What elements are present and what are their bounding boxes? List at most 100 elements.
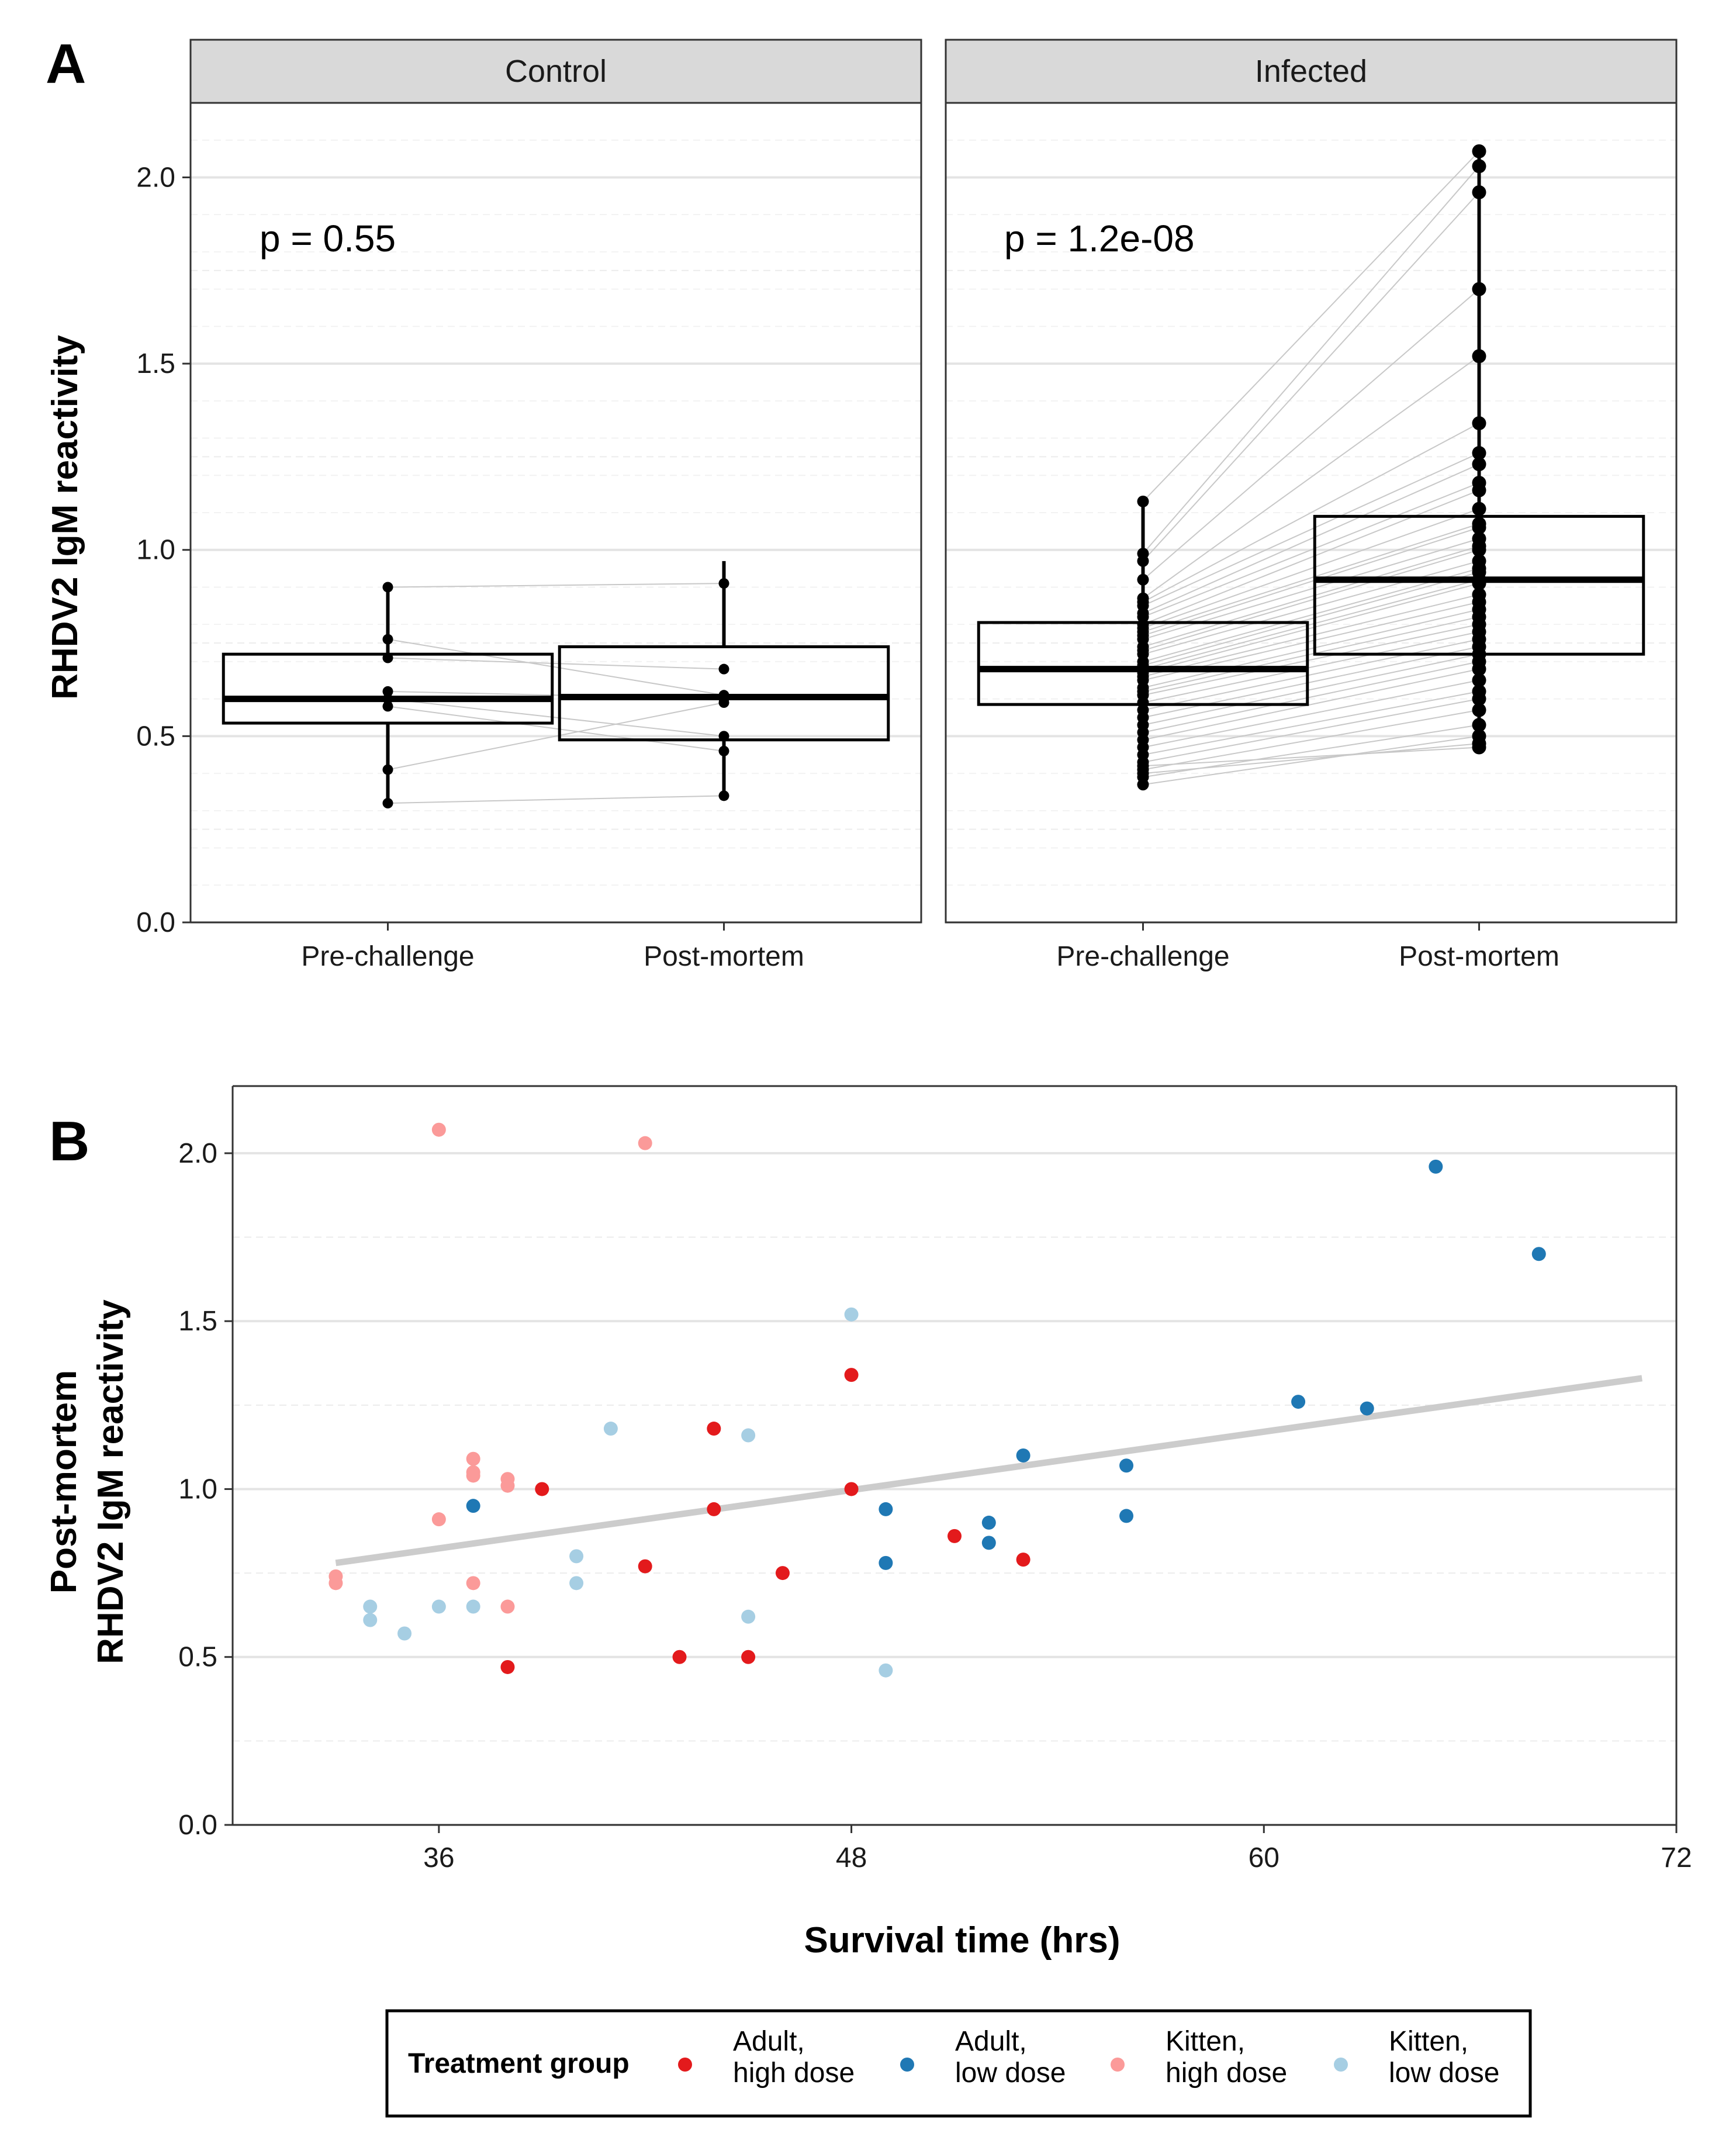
y-tick-label: 0.5 xyxy=(178,1642,217,1673)
data-point-post xyxy=(1472,576,1486,591)
data-point-pre xyxy=(1137,760,1149,772)
y-tick-label: 1.5 xyxy=(178,1306,217,1337)
legend-title: Treatment group xyxy=(408,2048,630,2079)
scatter-background xyxy=(233,1086,1676,1825)
legend-adult-low-dose-label-2: low dose xyxy=(955,2058,1066,2089)
point-kitten-high-dose xyxy=(500,1599,515,1614)
paired-line xyxy=(1143,549,1479,651)
legend-adult-high-dose-key xyxy=(678,2058,692,2072)
legend-adult-low-dose-label-1: Adult, xyxy=(955,2026,1027,2057)
paired-line xyxy=(1143,709,1479,770)
paired-line xyxy=(1143,631,1479,703)
y-tick-label: 1.0 xyxy=(136,535,175,566)
point-kitten-low-dose xyxy=(363,1599,378,1614)
data-point-pre xyxy=(382,701,393,712)
paired-line xyxy=(1143,508,1479,629)
point-adult-low-dose xyxy=(1119,1509,1134,1523)
data-point-post xyxy=(1472,673,1486,687)
facet-control-border xyxy=(189,102,922,924)
paired-line xyxy=(1143,624,1479,696)
data-point-post xyxy=(718,745,729,756)
paired-line xyxy=(1143,527,1479,637)
point-kitten-low-dose xyxy=(844,1307,859,1322)
point-adult-low-dose xyxy=(1531,1247,1546,1261)
paired-line xyxy=(1143,452,1479,607)
data-point-post xyxy=(1472,159,1486,174)
point-kitten-low-dose xyxy=(466,1599,480,1614)
point-adult-low-dose xyxy=(1119,1458,1134,1473)
point-adult-low-dose xyxy=(981,1536,996,1550)
data-point-pre xyxy=(382,582,393,593)
legend: Treatment group Adult,high doseAdult,low… xyxy=(385,2009,1532,2118)
data-point-pre xyxy=(382,798,393,809)
point-kitten-low-dose xyxy=(879,1663,893,1678)
facet-control-p-value: p = 0.55 xyxy=(260,217,396,260)
point-kitten-low-dose xyxy=(741,1609,756,1624)
paired-line xyxy=(1143,743,1479,775)
point-kitten-low-dose xyxy=(431,1599,446,1614)
data-point-post xyxy=(1472,144,1486,158)
facet-infected-border xyxy=(945,102,1678,924)
x-tick-label: 72 xyxy=(1661,1842,1692,1873)
paired-line xyxy=(1143,690,1479,756)
data-point-post xyxy=(1472,740,1486,755)
point-kitten-low-dose xyxy=(397,1626,412,1641)
legend-kitten-high-dose-label-2: high dose xyxy=(1166,2058,1287,2089)
point-kitten-low-dose xyxy=(741,1428,756,1443)
data-point-pre xyxy=(1137,495,1149,507)
paired-line xyxy=(1142,192,1480,562)
point-adult-high-dose xyxy=(535,1482,549,1496)
point-adult-high-dose xyxy=(707,1502,721,1516)
paired-line xyxy=(1143,579,1479,670)
point-adult-high-dose xyxy=(844,1482,859,1496)
paired-line xyxy=(1142,165,1480,554)
paired-line xyxy=(1143,661,1479,733)
point-kitten-high-dose xyxy=(466,1451,480,1466)
data-point-pre xyxy=(382,693,393,704)
point-adult-high-dose xyxy=(775,1566,790,1581)
paired-line xyxy=(388,583,724,588)
paired-line xyxy=(1142,288,1480,580)
point-kitten-high-dose xyxy=(638,1136,652,1150)
point-adult-high-dose xyxy=(707,1422,721,1436)
data-point-post xyxy=(1472,662,1486,676)
x-tick-label: 60 xyxy=(1249,1842,1279,1873)
panel-b: 0.0 0.5 1.0 1.5 2.0 36 48 60 72 xyxy=(178,1085,1692,1873)
point-kitten-high-dose xyxy=(431,1122,446,1137)
facet-infected-strip xyxy=(945,39,1678,104)
data-point-post xyxy=(1472,542,1486,557)
paired-line xyxy=(1143,616,1479,692)
paired-line xyxy=(1143,571,1479,666)
paired-line xyxy=(388,706,724,752)
panel-a-letter: A xyxy=(46,33,86,95)
legend-kitten-high-dose-label-1: Kitten, xyxy=(1166,2026,1245,2057)
paired-line xyxy=(1143,746,1479,767)
paired-line xyxy=(1143,638,1479,711)
y-tick-label: 2.0 xyxy=(136,162,175,193)
paired-line xyxy=(1142,151,1480,502)
facet-infected-strip-label: Infected xyxy=(1255,54,1367,89)
data-point-post xyxy=(718,790,729,801)
facet-infected-p-value: p = 1.2e-08 xyxy=(1004,217,1195,260)
paired-line xyxy=(388,698,724,737)
x-tick-label: Post-mortem xyxy=(644,941,804,972)
legend-kitten-low-dose-label-2: low dose xyxy=(1389,2058,1499,2089)
paired-line xyxy=(1143,545,1479,648)
paired-line xyxy=(1143,654,1479,726)
y-tick-label: 0.5 xyxy=(136,721,175,752)
point-adult-low-dose xyxy=(1429,1159,1443,1174)
x-tick-label: Pre-challenge xyxy=(301,941,474,972)
paired-line xyxy=(388,702,724,770)
data-point-post xyxy=(1472,185,1486,199)
paired-line xyxy=(1143,594,1479,677)
point-kitten-high-dose xyxy=(500,1478,515,1493)
data-point-post xyxy=(718,578,729,589)
paired-line xyxy=(1143,482,1479,618)
legend-adult-high-dose-label-2: high dose xyxy=(733,2058,855,2089)
legend-kitten-low-dose-label-1: Kitten, xyxy=(1389,2026,1468,2057)
data-point-post xyxy=(1472,703,1486,717)
point-adult-low-dose xyxy=(466,1499,480,1513)
paired-line xyxy=(1143,608,1479,689)
data-point-post xyxy=(718,731,729,742)
point-adult-high-dose xyxy=(638,1559,652,1574)
